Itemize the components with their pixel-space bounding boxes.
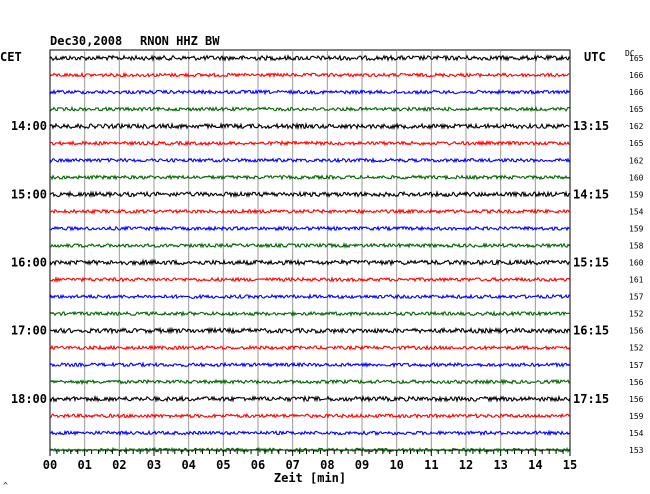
x-tick-label: 06 bbox=[251, 458, 265, 472]
dc-offset-label: 156 bbox=[629, 378, 644, 387]
corner-mark: ^ bbox=[3, 481, 8, 490]
right-hour-label: 15:15 bbox=[573, 256, 609, 270]
dc-offset-label: 165 bbox=[629, 105, 644, 114]
plot-frame bbox=[49, 49, 571, 451]
dc-offset-label: 152 bbox=[629, 344, 644, 353]
trace-line bbox=[49, 174, 571, 181]
trace-line bbox=[49, 446, 571, 454]
trace-line bbox=[49, 190, 571, 199]
x-tick-label: 05 bbox=[216, 458, 230, 472]
station-label: RNON HHZ BW bbox=[140, 34, 220, 48]
dc-offset-label: 165 bbox=[629, 54, 644, 63]
trace-line bbox=[49, 344, 571, 351]
x-tick-label: 01 bbox=[77, 458, 91, 472]
dc-offset-label: 157 bbox=[629, 293, 644, 302]
left-hour-label: 17:00 bbox=[11, 324, 47, 338]
right-hour-label: 17:15 bbox=[573, 392, 609, 406]
dc-offset-label: 166 bbox=[629, 71, 644, 80]
date-label: Dec30,2008 bbox=[50, 34, 122, 48]
right-hour-label: 16:15 bbox=[573, 324, 609, 338]
dc-offset-label: 156 bbox=[629, 395, 644, 404]
x-tick-label: 14 bbox=[528, 458, 542, 472]
right-timezone-label: UTC bbox=[584, 50, 606, 64]
x-tick-label: 12 bbox=[459, 458, 473, 472]
x-tick-label: 07 bbox=[285, 458, 299, 472]
trace-line bbox=[49, 88, 571, 96]
x-tick-label: 00 bbox=[43, 458, 57, 472]
right-hour-label: 13:15 bbox=[573, 119, 609, 133]
dc-offset-label: 159 bbox=[629, 190, 644, 199]
trace-line bbox=[49, 105, 571, 113]
trace-line bbox=[49, 54, 571, 63]
x-tick-label: 04 bbox=[181, 458, 195, 472]
x-axis-label: Zeit [min] bbox=[274, 471, 346, 485]
dc-offset-label: 160 bbox=[629, 173, 644, 182]
dc-offset-label: 159 bbox=[629, 224, 644, 233]
trace-line bbox=[49, 276, 571, 283]
trace-line bbox=[49, 258, 571, 267]
trace-line bbox=[49, 242, 571, 249]
dc-offset-label: 157 bbox=[629, 361, 644, 370]
x-tick-label: 09 bbox=[355, 458, 369, 472]
trace-line bbox=[49, 412, 571, 420]
trace-line bbox=[49, 429, 571, 437]
dc-offset-label: 158 bbox=[629, 241, 644, 250]
x-tick-label: 13 bbox=[493, 458, 507, 472]
minute-gridlines bbox=[84, 50, 536, 450]
left-hour-labels: 14:00 15:00 16:00 17:00 18:00 bbox=[11, 119, 47, 406]
dc-offset-label: 152 bbox=[629, 310, 644, 319]
trace-line bbox=[49, 394, 571, 403]
x-tick-label: 10 bbox=[389, 458, 403, 472]
dc-offset-label: 159 bbox=[629, 412, 644, 421]
x-tick-label: 15 bbox=[563, 458, 577, 472]
trace-line bbox=[49, 293, 571, 300]
x-axis: 00 01 02 03 04 05 06 07 08 09 10 11 12 13 14 15 bbox=[43, 450, 577, 472]
trace-lines bbox=[49, 54, 571, 454]
right-hour-label: 14:15 bbox=[573, 187, 609, 201]
trace-line bbox=[49, 121, 571, 131]
trace-line bbox=[50, 225, 571, 232]
trace-line bbox=[49, 157, 571, 164]
right-hour-labels: 13:15 14:15 15:15 16:15 17:15 bbox=[573, 119, 609, 406]
dc-offset-label: 166 bbox=[629, 88, 644, 97]
dc-offset-label: 154 bbox=[629, 207, 644, 216]
x-tick-label: 03 bbox=[147, 458, 161, 472]
left-hour-label: 18:00 bbox=[11, 392, 47, 406]
dc-header-label: DC bbox=[625, 49, 635, 58]
trace-line bbox=[49, 71, 570, 79]
dc-offset-label: 156 bbox=[629, 327, 644, 336]
x-tick-label: 08 bbox=[320, 458, 334, 472]
dc-offset-label: 161 bbox=[629, 276, 644, 285]
dc-offset-labels: 165 166 166 165 162 165 162 160 159 154 159 158 160 1… bbox=[629, 54, 644, 455]
dc-offset-label: 153 bbox=[629, 446, 644, 455]
dc-offset-label: 160 bbox=[629, 259, 644, 268]
left-timezone-label: CET bbox=[0, 50, 22, 64]
trace-line bbox=[49, 139, 571, 147]
left-hour-label: 15:00 bbox=[11, 187, 47, 201]
x-tick-label: 02 bbox=[112, 458, 126, 472]
trace-line bbox=[49, 310, 571, 318]
dc-offset-label: 162 bbox=[629, 122, 644, 131]
dc-offset-label: 165 bbox=[629, 139, 644, 148]
trace-line bbox=[49, 361, 571, 369]
trace-line bbox=[49, 207, 571, 215]
left-hour-label: 16:00 bbox=[11, 256, 47, 270]
dc-offset-label: 162 bbox=[629, 156, 644, 165]
dc-offset-label: 154 bbox=[629, 429, 644, 438]
x-tick-label: 11 bbox=[424, 458, 438, 472]
trace-line bbox=[49, 378, 571, 386]
trace-line bbox=[49, 326, 571, 335]
left-hour-label: 14:00 bbox=[11, 119, 47, 133]
